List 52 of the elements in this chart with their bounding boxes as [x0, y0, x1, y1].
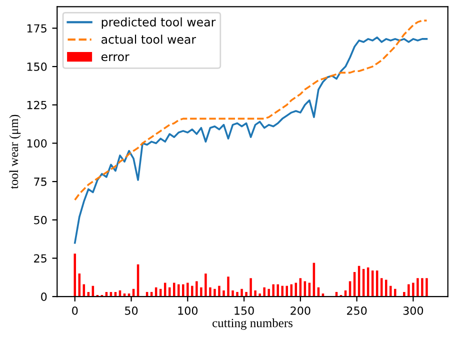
- bar: [263, 287, 266, 297]
- bar: [254, 290, 256, 297]
- x-tick-label: 0: [72, 306, 78, 315]
- x-tick-label: 300: [403, 306, 424, 315]
- y-tick-label: 100: [27, 139, 47, 148]
- x-tick-label: 50: [125, 306, 138, 315]
- bar: [214, 288, 216, 297]
- legend-label: actual tool wear: [102, 34, 196, 44]
- legend-label: predicted tool wear: [102, 17, 216, 29]
- bar: [421, 278, 424, 297]
- bar: [178, 284, 180, 297]
- x-axis-title: cutting numbers: [212, 318, 292, 330]
- y-tick-label: 175: [27, 24, 46, 33]
- bar: [276, 284, 279, 297]
- x-tick-label: 200: [290, 306, 310, 315]
- bar: [426, 278, 428, 297]
- bar: [236, 292, 238, 297]
- x-tick-label: 250: [347, 306, 367, 315]
- x-tick-label: 150: [234, 306, 254, 315]
- bar: [245, 292, 248, 297]
- bar: [272, 284, 274, 297]
- y-tick-label: 150: [27, 62, 47, 71]
- bar: [191, 286, 194, 297]
- bar: [196, 281, 198, 297]
- bar: [403, 292, 406, 297]
- legend-label: error: [101, 54, 130, 62]
- bar: [227, 276, 230, 297]
- bar: [218, 286, 220, 297]
- bar: [240, 288, 243, 297]
- bar: [412, 282, 414, 297]
- bar: [232, 290, 234, 297]
- bar: [394, 288, 396, 297]
- bar: [268, 288, 270, 297]
- bar: [250, 278, 252, 297]
- bar: [186, 282, 189, 297]
- line-series: [74, 36, 428, 244]
- bar: [281, 286, 284, 297]
- y-tick-label: 75: [34, 178, 46, 186]
- y-tick-label: 0: [41, 292, 47, 301]
- bar: [416, 278, 419, 297]
- bar: [209, 287, 212, 297]
- x-tick-label: 100: [178, 306, 198, 315]
- bar: [204, 274, 207, 297]
- bar: [390, 286, 392, 297]
- y-tick-label: 50: [34, 216, 47, 224]
- bar: [182, 284, 184, 297]
- bar: [200, 287, 202, 297]
- y-tick-label: 25: [34, 254, 46, 263]
- bar: [408, 284, 410, 297]
- y-axis-title: tool wear (μm): [9, 114, 21, 189]
- bar: [222, 290, 225, 297]
- y-tick-label: 125: [27, 100, 46, 110]
